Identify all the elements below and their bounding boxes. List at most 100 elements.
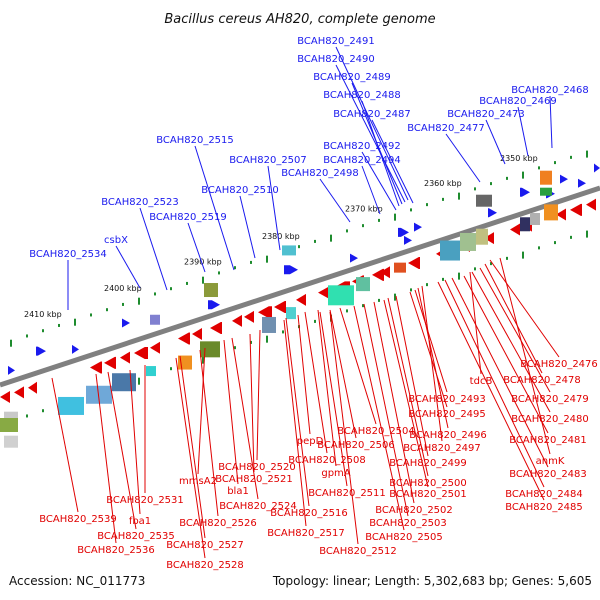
lower-tick bbox=[314, 319, 316, 323]
forward-gene-arrow bbox=[488, 208, 497, 218]
upper-tick bbox=[218, 271, 220, 275]
reverse-leader-line bbox=[304, 311, 328, 454]
reverse-gene-label: BCAH820_2505 bbox=[365, 532, 443, 543]
forward-gene-label: BCAH820_2498 bbox=[281, 168, 359, 179]
reverse-leader-line bbox=[283, 319, 307, 527]
forward-gene-label: BCAH820_2473 bbox=[447, 109, 525, 120]
forward-gene-label: BCAH820_2534 bbox=[29, 249, 107, 260]
reverse-gene-label: BCAH820_2481 bbox=[509, 435, 587, 446]
upper-tick bbox=[490, 182, 492, 186]
accession-label: Accession: NC_011773 bbox=[9, 574, 145, 588]
reverse-leader-line bbox=[199, 349, 219, 517]
lower-tick bbox=[394, 293, 396, 301]
reverse-leader-line bbox=[353, 305, 405, 531]
kbp-label: 2380 kbp bbox=[262, 232, 300, 241]
reverse-leader-line bbox=[329, 309, 357, 439]
reverse-gene-arrow bbox=[372, 268, 384, 281]
upper-tick bbox=[554, 161, 556, 165]
lower-tick bbox=[250, 340, 252, 344]
reverse-gene-arrow bbox=[14, 386, 24, 399]
forward-leader-line bbox=[517, 106, 529, 157]
reverse-gene-label: mmsA2 bbox=[179, 476, 217, 487]
upper-tick bbox=[42, 329, 44, 333]
upper-tick bbox=[234, 266, 236, 270]
function-block bbox=[4, 435, 18, 448]
lower-tick bbox=[266, 335, 268, 343]
upper-tick bbox=[586, 150, 588, 158]
reverse-gene-arrow bbox=[28, 381, 37, 394]
reverse-gene-label: BCAH820_2493 bbox=[408, 394, 486, 405]
forward-leader-line bbox=[139, 207, 168, 291]
forward-leader-line bbox=[361, 100, 400, 207]
reverse-leader-line bbox=[175, 357, 206, 559]
forward-gene-arrow bbox=[578, 178, 586, 188]
function-block bbox=[282, 245, 296, 256]
upper-tick bbox=[570, 155, 572, 159]
upper-tick bbox=[138, 297, 140, 305]
reverse-leader-line bbox=[471, 271, 551, 413]
forward-leader-line bbox=[187, 222, 206, 273]
upper-tick bbox=[106, 308, 108, 312]
lower-tick bbox=[378, 298, 380, 302]
reverse-gene-label: BCAH820_2497 bbox=[403, 443, 481, 454]
reverse-leader-line bbox=[223, 339, 239, 485]
upper-tick bbox=[330, 234, 332, 242]
gene-labels: BCAH820_2491 BCAH820_2490 BCAH820_2489 BCAH… bbox=[29, 36, 598, 571]
reverse-gene-label: fba1 bbox=[129, 516, 151, 527]
reverse-leader-line bbox=[329, 311, 359, 545]
reverse-leader-line bbox=[285, 317, 310, 507]
forward-leader-line bbox=[445, 133, 481, 183]
reverse-leader-line bbox=[317, 309, 337, 467]
reverse-gene-arrow bbox=[120, 351, 130, 364]
reverse-gene-label: BCAH820_2524 bbox=[219, 501, 297, 512]
reverse-gene-arrow bbox=[258, 306, 272, 319]
upper-tick bbox=[378, 218, 380, 222]
kbp-label: 2350 kbp bbox=[500, 154, 538, 163]
lower-tick bbox=[554, 241, 556, 245]
forward-gene-arrow bbox=[520, 187, 530, 197]
lower-tick bbox=[490, 262, 492, 266]
lower-tick bbox=[138, 377, 140, 385]
reverse-leader-line bbox=[437, 281, 545, 501]
forward-gene-arrow bbox=[594, 163, 600, 173]
reverse-gene-label: BCAH820_2479 bbox=[511, 394, 589, 405]
reverse-gene-label: BCAH820_2521 bbox=[215, 474, 293, 485]
reverse-leader-line bbox=[484, 263, 543, 374]
reverse-gene-label: BCAH820_2496 bbox=[409, 430, 487, 441]
reverse-gene-arrow bbox=[192, 327, 202, 340]
function-block bbox=[460, 232, 476, 251]
reverse-leader-line bbox=[297, 314, 311, 435]
reverse-gene-label: gpmA bbox=[321, 468, 350, 479]
lower-tick bbox=[234, 346, 236, 350]
reverse-gene-label: BCAH820_2484 bbox=[505, 489, 583, 500]
reverse-gene-label: BCAH820_2527 bbox=[166, 540, 244, 551]
forward-gene-arrow bbox=[8, 365, 15, 375]
function-block bbox=[86, 385, 112, 404]
upper-tick bbox=[314, 239, 316, 243]
forward-gene-arrow bbox=[36, 346, 46, 356]
genome-stats: Topology: linear; Length: 5,302,683 bp; … bbox=[272, 574, 592, 588]
reverse-gene-arrow bbox=[408, 257, 420, 270]
function-block bbox=[58, 396, 84, 415]
upper-tick bbox=[410, 208, 412, 212]
reverse-leader-line bbox=[179, 355, 206, 539]
reverse-leader-line bbox=[489, 259, 560, 358]
reverse-gene-arrow bbox=[244, 310, 254, 323]
forward-gene-arrow bbox=[284, 265, 298, 275]
reverse-gene-arrow bbox=[210, 322, 222, 335]
reverse-leader-line bbox=[395, 295, 429, 457]
reverse-gene-label: BCAH820_2512 bbox=[319, 546, 397, 557]
reverse-gene-arrow bbox=[274, 301, 286, 314]
reverse-gene-label: BCAH820_2501 bbox=[389, 489, 467, 500]
lower-tick bbox=[426, 283, 428, 287]
reverse-gene-label: BCAH820_2517 bbox=[267, 528, 345, 539]
function-block bbox=[0, 418, 18, 432]
reverse-gene-arrow bbox=[380, 266, 390, 279]
function-block bbox=[328, 285, 354, 306]
forward-gene-label: BCAH820_2488 bbox=[323, 90, 401, 101]
upper-tick bbox=[442, 197, 444, 201]
reverse-gene-label: anmK bbox=[536, 456, 565, 467]
reverse-leader-line bbox=[231, 337, 259, 500]
lower-tick bbox=[570, 235, 572, 239]
reverse-leader-line bbox=[387, 297, 429, 477]
